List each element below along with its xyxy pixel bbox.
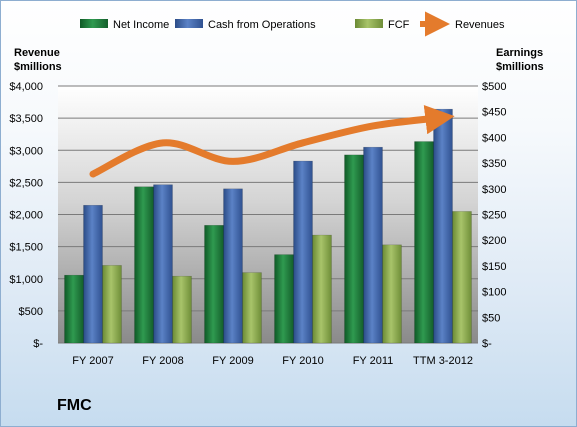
legend: Net Income Cash from Operations FCF Revenue… (80, 11, 505, 37)
category-label: FY 2007 (72, 355, 113, 367)
right-tick-label: $500 (482, 81, 506, 93)
category-label: FY 2010 (282, 355, 323, 367)
legend-label: Revenues (455, 19, 505, 31)
legend-swatch (80, 19, 108, 28)
bar-net-income (274, 254, 294, 344)
bar-fcf (452, 211, 472, 344)
category-label: FY 2009 (212, 355, 253, 367)
left-tick-label: $3,000 (9, 145, 43, 157)
right-tick-label: $100 (482, 287, 506, 299)
category-label: FY 2011 (353, 355, 394, 367)
company-label: FMC (57, 397, 92, 414)
right-axis-title-line-2: $millions (496, 61, 544, 73)
left-tick-label: $2,000 (9, 210, 43, 222)
right-tick-label: $400 (482, 132, 506, 144)
left-tick-label: $1,500 (9, 242, 43, 254)
bar-fcf (312, 234, 332, 344)
left-axis-title: Revenue $millions (14, 46, 62, 74)
left-tick-label: $2,500 (9, 177, 43, 189)
bar-cash-from-operations (363, 146, 383, 344)
bar-net-income (414, 141, 434, 344)
legend-item-fcf: FCF (355, 19, 410, 31)
legend-swatch (175, 19, 203, 28)
legend-item-cash-from-operations: Cash from Operations (175, 19, 316, 31)
bar-net-income (344, 154, 364, 344)
left-tick-label: $4,000 (9, 81, 43, 93)
left-tick-label: $500 (19, 306, 43, 318)
bar-net-income (204, 225, 224, 344)
bar-cash-from-operations (293, 160, 313, 344)
bar-net-income (64, 274, 84, 344)
legend-swatch (355, 19, 383, 28)
bars (64, 108, 472, 344)
legend-item-revenues: Revenues (420, 11, 505, 37)
right-axis: $- $50 $100 $150 $200 $250 $300 $350 $400 $450 $50… (482, 81, 506, 350)
bar-cash-from-operations (223, 188, 243, 344)
revenue-line (89, 105, 455, 178)
left-axis-title-line-2: $millions (14, 61, 62, 73)
right-tick-label: $200 (482, 235, 506, 247)
left-axis-title-line-1: Revenue (14, 47, 60, 59)
legend-label: Net Income (113, 19, 169, 31)
category-label: TTM 3-2012 (413, 355, 473, 367)
left-axis: $- $500 $1,000 $1,500 $2,000 $2,500 $3,000 $3,5… (9, 81, 43, 350)
right-axis-title-line-1: Earnings (496, 47, 544, 59)
bar-fcf (102, 265, 122, 344)
x-axis: FY 2007 FY 2008 FY 2009 FY 2010 FY 2011 TTM 3… (72, 355, 473, 367)
category-label: FY 2008 (142, 355, 183, 367)
right-tick-label: $250 (482, 210, 506, 222)
legend-label: FCF (388, 19, 410, 31)
left-tick-label: $3,500 (9, 113, 43, 125)
right-tick-label: $50 (482, 312, 500, 324)
right-tick-label: $450 (482, 107, 506, 119)
bar-net-income (134, 186, 154, 344)
legend-label: Cash from Operations (208, 19, 316, 31)
bar-fcf (382, 244, 402, 344)
revenue-line-layer (89, 105, 455, 178)
right-tick-label: $350 (482, 158, 506, 170)
left-tick-label: $- (33, 338, 43, 350)
bar-cash-from-operations (153, 184, 173, 344)
right-tick-label: $- (482, 338, 492, 350)
right-tick-label: $300 (482, 184, 506, 196)
bar-fcf (242, 272, 262, 344)
bar-fcf (172, 275, 192, 344)
right-tick-label: $150 (482, 261, 506, 273)
legend-item-net-income: Net Income (80, 19, 169, 31)
bar-cash-from-operations (83, 204, 103, 344)
bar-cash-from-operations (433, 108, 453, 344)
right-axis-title: Earnings $millions (496, 46, 544, 74)
left-tick-label: $1,000 (9, 274, 43, 286)
